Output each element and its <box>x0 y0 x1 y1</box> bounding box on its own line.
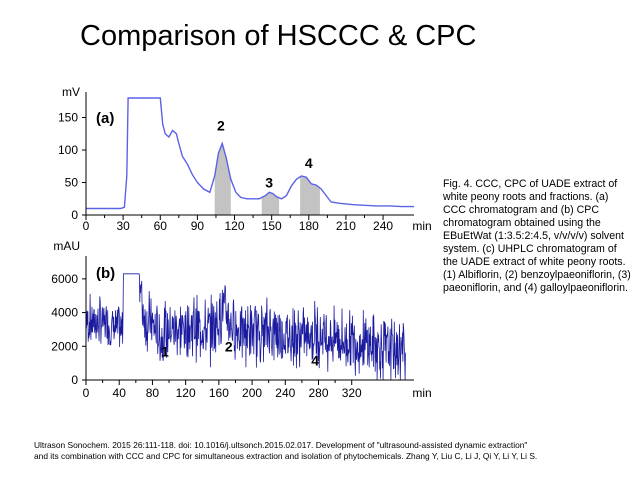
fraction-2-shading <box>214 143 231 215</box>
cpc-trace <box>85 273 406 381</box>
y-tick-label-6000: 6000 <box>51 272 78 286</box>
x-tick-label-60: 60 <box>154 219 168 233</box>
y-tick-label-100: 100 <box>58 143 78 157</box>
citation: Ultrason Sonochem. 2015 26:111-118. doi:… <box>34 440 634 462</box>
x-tick-label-80: 80 <box>146 386 160 400</box>
figure-caption: Fig. 4. CCC, CPC of UADE extract of whit… <box>443 178 631 294</box>
y-tick-label-0: 0 <box>71 373 78 387</box>
cpc-chromatogram: 0 40 80 120 160 200 240 280 320 min 0 2000 4000 6000 m… <box>51 239 431 400</box>
x-tick-label-180: 180 <box>299 219 319 233</box>
x-tick-label-210: 210 <box>336 219 356 233</box>
peak-label-4: 4 <box>311 353 319 369</box>
fraction-4-shading <box>300 176 320 215</box>
x-tick-label-320: 320 <box>342 386 362 400</box>
x-axis-label: min <box>412 386 431 400</box>
x-tick-label-240: 240 <box>275 386 295 400</box>
x-axis-label: min <box>412 219 431 233</box>
x-tick-label-0: 0 <box>83 219 90 233</box>
peak-label-2: 2 <box>217 118 225 134</box>
x-tick-label-120: 120 <box>225 219 245 233</box>
fraction-3-shading <box>261 192 280 215</box>
y-tick-label-0: 0 <box>71 208 78 222</box>
citation-line-1: Ultrason Sonochem. 2015 26:111-118. doi:… <box>34 440 528 450</box>
citation-line-2: and its combination with CCC and CPC for… <box>34 451 538 461</box>
ccc-chromatogram: 0 30 60 90 120 150 180 210 240 min 0 50 100 150 mV (a) 2… <box>58 85 432 233</box>
x-tick-label-30: 30 <box>116 219 130 233</box>
x-tick-label-200: 200 <box>242 386 262 400</box>
ccc-trace <box>86 97 414 210</box>
x-tick-label-280: 280 <box>308 386 328 400</box>
panel-label: (b) <box>96 265 115 282</box>
peak-label-4: 4 <box>305 155 313 171</box>
x-tick-label-40: 40 <box>113 386 127 400</box>
x-tick-label-0: 0 <box>83 386 90 400</box>
slide-title: Comparison of HSCCC & CPC <box>80 20 477 52</box>
peak-label-3: 3 <box>265 175 273 191</box>
y-tick-label-2000: 2000 <box>51 339 78 353</box>
y-tick-label-4000: 4000 <box>51 306 78 320</box>
panel-label: (a) <box>96 110 114 127</box>
y-tick-label-150: 150 <box>58 111 78 125</box>
peak-label-1: 1 <box>161 343 169 359</box>
x-tick-label-160: 160 <box>209 386 229 400</box>
x-tick-label-150: 150 <box>262 219 282 233</box>
x-tick-label-240: 240 <box>373 219 393 233</box>
y-axis-label: mV <box>62 85 80 99</box>
y-tick-label-50: 50 <box>65 176 79 190</box>
peak-label-2: 2 <box>225 338 233 354</box>
y-axis-label: mAU <box>53 239 80 253</box>
x-tick-label-120: 120 <box>176 386 196 400</box>
x-tick-label-90: 90 <box>191 219 205 233</box>
